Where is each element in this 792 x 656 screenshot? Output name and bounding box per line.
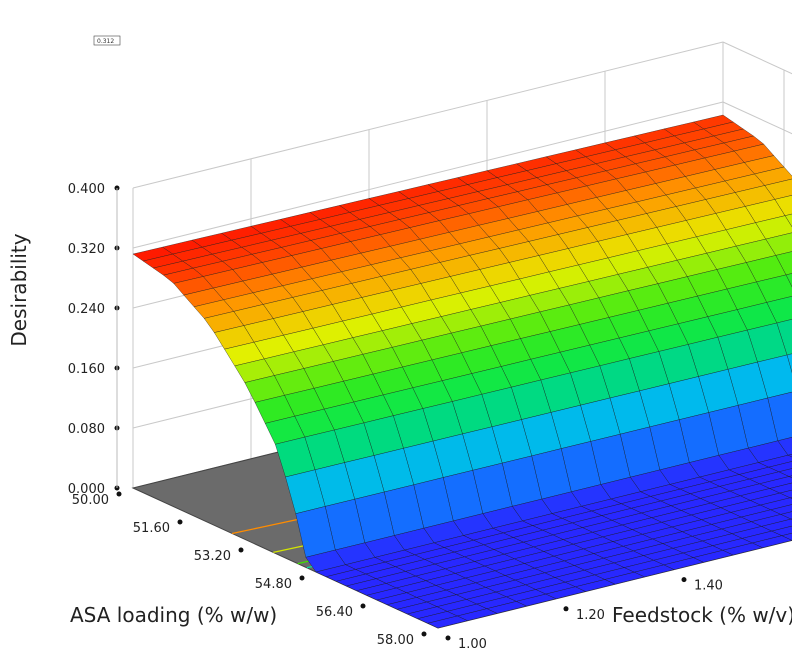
x-tick-dot bbox=[421, 631, 427, 637]
z-tick-label: 0.000 bbox=[68, 482, 105, 497]
max-value-flag-box bbox=[93, 35, 121, 46]
back-wall-gridline bbox=[722, 41, 792, 75]
x-tick-label: 53.20 bbox=[194, 549, 231, 564]
y-tick-dot bbox=[445, 635, 451, 641]
left-wall-gridline bbox=[132, 41, 724, 189]
surface-patch bbox=[427, 615, 469, 629]
x-tick-dot bbox=[116, 491, 122, 497]
y-axis-title: Feedstock (% w/v) bbox=[612, 603, 792, 627]
y-tick-label: 1.20 bbox=[576, 608, 605, 623]
z-tick-label: 0.320 bbox=[68, 242, 105, 257]
x-tick-dot bbox=[299, 575, 305, 581]
x-tick-label: 54.80 bbox=[255, 577, 292, 592]
x-tick-label: 58.00 bbox=[377, 633, 414, 648]
z-tick-label: 0.240 bbox=[68, 302, 105, 317]
z-tick-label: 0.400 bbox=[68, 182, 105, 197]
max-value-flag: 0.312 bbox=[97, 38, 114, 45]
back-wall-gridline bbox=[722, 101, 792, 135]
y-tick-dot bbox=[681, 577, 687, 583]
x-axis-title: ASA loading (% w/w) bbox=[70, 603, 277, 627]
x-tick-dot bbox=[238, 547, 244, 553]
x-tick-dot bbox=[177, 519, 183, 525]
x-tick-label: 56.40 bbox=[316, 605, 353, 620]
left-wall-gridline bbox=[132, 101, 724, 249]
response-surface bbox=[132, 114, 792, 629]
axes: 0.000 0.080 0.160 0.240 0.320 0.400 50.00 51.60… bbox=[68, 182, 723, 652]
surface-patch bbox=[787, 454, 792, 458]
y-tick-label: 1.00 bbox=[458, 637, 487, 652]
x-tick-dot bbox=[360, 603, 366, 609]
x-tick-label: 51.60 bbox=[133, 521, 170, 536]
z-axis-title: Desirability bbox=[7, 233, 31, 346]
z-tick-label: 0.160 bbox=[68, 362, 105, 377]
y-tick-dot bbox=[563, 606, 569, 612]
y-tick-label: 1.40 bbox=[694, 579, 723, 594]
x-tick-label: 50.00 bbox=[72, 493, 109, 508]
z-tick-label: 0.080 bbox=[68, 422, 105, 437]
